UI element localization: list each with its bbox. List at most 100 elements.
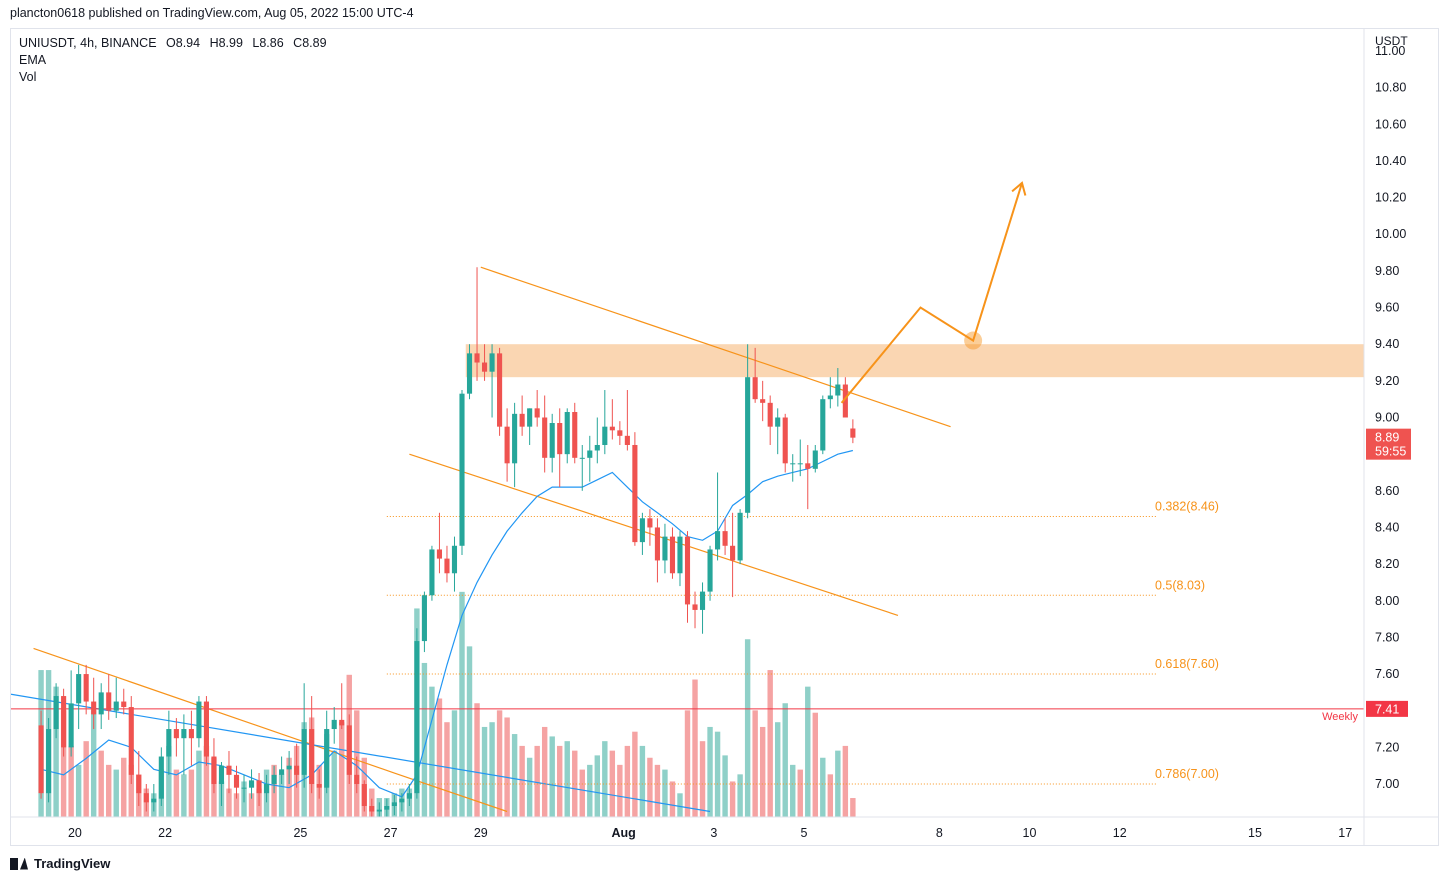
candle-body[interactable]: [248, 780, 255, 788]
candle-body[interactable]: [549, 423, 555, 458]
candle-body[interactable]: [564, 412, 570, 455]
blue-trend-line[interactable]: [11, 693, 711, 813]
candle-body[interactable]: [158, 756, 164, 799]
candle-body[interactable]: [609, 426, 615, 431]
footer-brand[interactable]: TradingView: [10, 856, 110, 871]
candle-body[interactable]: [361, 784, 367, 807]
candle-body[interactable]: [775, 417, 781, 427]
candle-body[interactable]: [76, 674, 82, 704]
candle-body[interactable]: [53, 696, 59, 730]
channel-upper-line[interactable]: [480, 266, 951, 428]
candle-body[interactable]: [497, 353, 503, 427]
candle-body[interactable]: [264, 784, 270, 794]
candle-body[interactable]: [504, 426, 510, 464]
candle-body[interactable]: [188, 729, 194, 739]
candle-body[interactable]: [444, 558, 450, 574]
candle-body[interactable]: [850, 428, 856, 438]
candle-body[interactable]: [466, 353, 473, 394]
candle-body[interactable]: [579, 457, 585, 459]
old-downtrend-line[interactable]: [33, 647, 508, 813]
candle-body[interactable]: [481, 362, 488, 372]
candle-body[interactable]: [279, 769, 285, 775]
candle-body[interactable]: [587, 450, 593, 458]
candle-body[interactable]: [83, 674, 89, 702]
candle-body[interactable]: [669, 536, 676, 574]
candle-body[interactable]: [542, 417, 548, 458]
candle-body[interactable]: [474, 353, 480, 363]
projection-retest-point[interactable]: [964, 331, 983, 350]
candle-body[interactable]: [128, 707, 134, 775]
candle-body[interactable]: [534, 408, 540, 418]
candle-body[interactable]: [684, 536, 691, 605]
candle-body[interactable]: [406, 793, 412, 799]
candle-body[interactable]: [767, 402, 773, 427]
channel-lower-line[interactable]: [409, 453, 899, 616]
candle-body[interactable]: [737, 512, 743, 561]
candle-body[interactable]: [38, 725, 44, 794]
candle-body[interactable]: [790, 463, 796, 465]
candle-body[interactable]: [722, 531, 728, 546]
candle-body[interactable]: [557, 423, 563, 455]
candle-body[interactable]: [218, 765, 225, 785]
candle-body[interactable]: [369, 806, 375, 812]
legend-ema[interactable]: EMA: [19, 53, 47, 67]
candle-body[interactable]: [421, 595, 427, 642]
candle-body[interactable]: [692, 604, 698, 610]
candle-body[interactable]: [98, 692, 104, 715]
candle-body[interactable]: [346, 725, 352, 775]
candle-body[interactable]: [451, 545, 458, 574]
candle-body[interactable]: [677, 536, 683, 574]
candle-body[interactable]: [151, 798, 157, 803]
candle-body[interactable]: [256, 780, 262, 794]
candle-body[interactable]: [233, 774, 240, 788]
candle-body[interactable]: [331, 719, 337, 730]
candle-body[interactable]: [316, 784, 322, 788]
candle-body[interactable]: [662, 536, 668, 561]
candle-body[interactable]: [527, 408, 533, 427]
candle-body[interactable]: [324, 729, 330, 788]
candle-body[interactable]: [181, 729, 187, 739]
candle-body[interactable]: [46, 729, 52, 794]
candle-body[interactable]: [624, 435, 630, 445]
candle-body[interactable]: [632, 444, 638, 543]
candle-body[interactable]: [812, 450, 818, 469]
candle-body[interactable]: [602, 426, 608, 445]
candle-body[interactable]: [301, 729, 307, 775]
candle-body[interactable]: [136, 774, 142, 794]
candle-body[interactable]: [271, 774, 277, 785]
candle-body[interactable]: [512, 413, 518, 464]
resistance-zone[interactable]: [465, 344, 1364, 378]
candle-body[interactable]: [797, 463, 803, 465]
candle-body[interactable]: [384, 806, 390, 810]
last-price-tag[interactable]: [1366, 428, 1411, 460]
candle-body[interactable]: [835, 384, 841, 396]
candle-body[interactable]: [399, 798, 405, 803]
candle-body[interactable]: [594, 444, 600, 451]
candle-body[interactable]: [68, 703, 74, 748]
projection-path[interactable]: [840, 182, 1023, 404]
candle-body[interactable]: [654, 527, 660, 561]
legend-vol[interactable]: Vol: [19, 70, 37, 84]
candle-body[interactable]: [113, 701, 119, 711]
candle-body[interactable]: [106, 692, 112, 711]
candle-body[interactable]: [436, 549, 443, 559]
candle-body[interactable]: [196, 701, 202, 739]
candle-body[interactable]: [842, 384, 848, 418]
candle-body[interactable]: [715, 531, 721, 550]
legend-symbol[interactable]: UNIUSDT, 4h, BINANCE: [19, 36, 157, 50]
candle-body[interactable]: [760, 399, 766, 403]
candle-body[interactable]: [391, 802, 397, 807]
candle-body[interactable]: [173, 729, 179, 739]
candle-body[interactable]: [782, 417, 788, 464]
candle-body[interactable]: [805, 463, 811, 469]
candle-body[interactable]: [241, 787, 247, 789]
candle-body[interactable]: [459, 393, 465, 546]
candle-body[interactable]: [121, 701, 127, 708]
candle-body[interactable]: [309, 729, 315, 785]
candle-body[interactable]: [286, 765, 292, 770]
candle-body[interactable]: [143, 793, 149, 803]
candle-body[interactable]: [489, 353, 495, 372]
candle-body[interactable]: [647, 518, 653, 528]
candle-body[interactable]: [617, 430, 623, 436]
candle-body[interactable]: [414, 641, 420, 794]
